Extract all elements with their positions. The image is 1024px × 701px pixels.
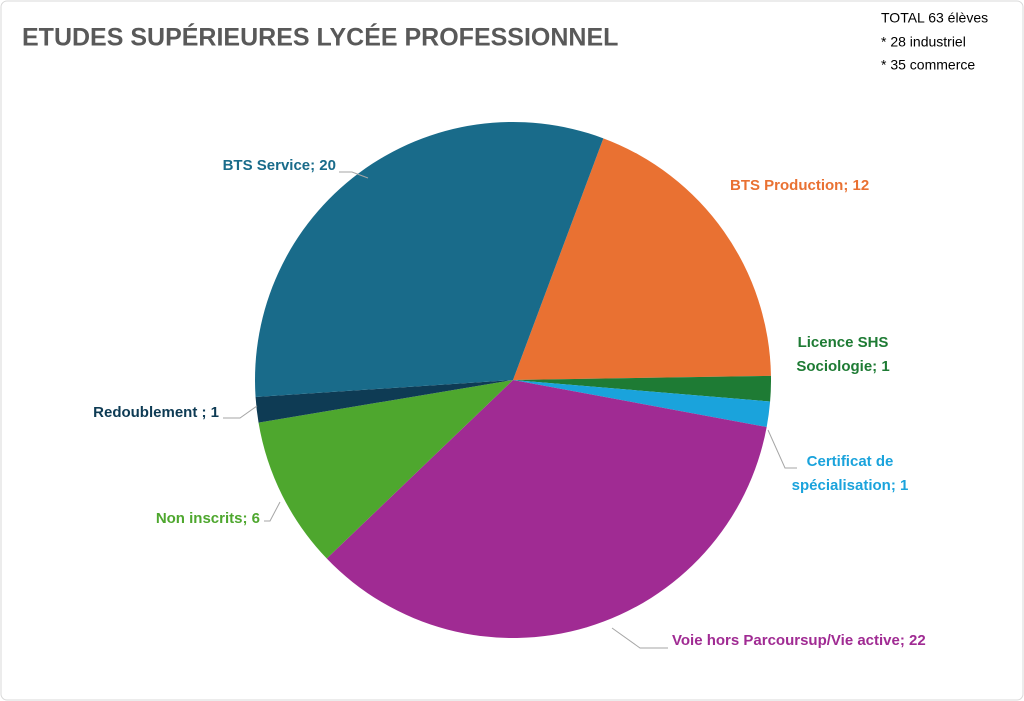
pie-slice bbox=[513, 138, 771, 380]
leader-line bbox=[223, 405, 258, 419]
leader-line bbox=[767, 429, 797, 469]
annotation: TOTAL 63 élèves bbox=[881, 10, 988, 26]
data-label: Non inscrits; 6 bbox=[156, 510, 260, 527]
data-label: Redoublement ; 1 bbox=[93, 404, 219, 421]
leader-line bbox=[611, 627, 668, 649]
data-label: Certificat de bbox=[807, 453, 894, 470]
data-label: spécialisation; 1 bbox=[792, 477, 909, 494]
pie-slice bbox=[258, 380, 513, 559]
data-label: Voie hors Parcoursup/Vie active; 22 bbox=[672, 632, 926, 649]
data-label: Sociologie; 1 bbox=[796, 358, 889, 375]
data-label: Licence SHS bbox=[798, 334, 889, 351]
pie-slice bbox=[513, 380, 771, 428]
chart-title: ETUDES SUPÉRIEURES LYCÉE PROFESSIONNEL bbox=[22, 23, 618, 52]
data-label: BTS Service; 20 bbox=[223, 157, 336, 174]
pie-slice bbox=[513, 375, 771, 402]
leader-line bbox=[339, 171, 369, 179]
pie-slice bbox=[255, 121, 604, 398]
annotation: * 28 industriel bbox=[881, 34, 966, 50]
annotation: * 35 commerce bbox=[881, 57, 975, 73]
leader-line bbox=[264, 501, 281, 522]
data-label: BTS Production; 12 bbox=[730, 177, 869, 194]
pie-slice bbox=[255, 380, 513, 423]
pie-slice bbox=[326, 380, 767, 638]
